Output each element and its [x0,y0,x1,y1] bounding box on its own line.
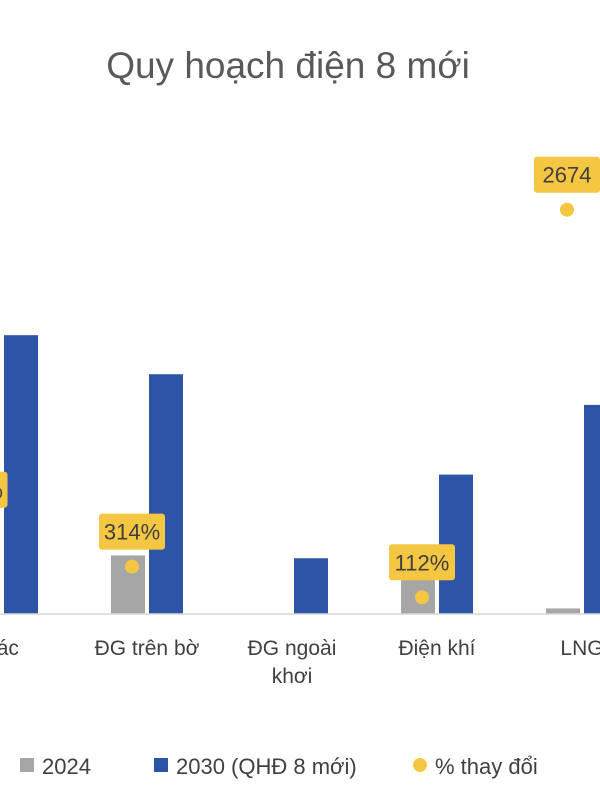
category-label-dien-khi: Điện khí [398,637,475,660]
legend: 2024 2030 (QHĐ 8 mới) % thay đổi [20,754,538,779]
legend-swatch-thay-doi [413,758,427,772]
legend-swatch-2024 [20,758,34,772]
pct-label-box-lng [534,156,600,193]
legend-label-2030-qhd-8-moi: 2030 (QHĐ 8 mới) [176,754,357,779]
pct-label-lng: 2674 [543,163,592,188]
pct-point-dg-tren-bo [125,559,139,574]
pct-point-dien-khi [415,590,429,605]
pct-point-lng [560,202,574,217]
category-label-khac: hác [0,637,19,660]
bar-2024-lng [546,608,580,614]
category-label-dg-tren-bo: ĐG trên bờ [95,637,200,660]
category-labels: hác ĐG trên bờ ĐG ngoài khơi Điện khí LNG [0,637,600,688]
legend-label-thay-doi: % thay đổi [435,754,538,779]
bar-2030-dg-tren-bo [149,374,183,614]
bar-2030-khac [4,335,38,614]
bar-2030-lng [584,404,600,614]
pct-label-box-khac [0,471,8,508]
pct-label-khac: 2% [0,478,3,503]
pct-label-box-dien-khi [389,544,455,581]
pct-label-dien-khi: 112% [395,550,450,575]
pct-label-dg-tren-bo: 314% [104,520,160,545]
bar-2030-dg-ngoai-khoi [294,558,328,614]
pct-label-box-dg-tren-bo [99,513,165,550]
legend-swatch-2030-qhd-8-moi [154,758,168,772]
category-label-dg-ngoai-khoi-line1: ĐG ngoài [248,637,337,660]
plot-area: 2% 314% 112% 2674 [0,156,600,614]
category-label-dg-ngoai-khoi-line2: khơi [272,665,313,688]
legend-label-2024: 2024 [42,754,91,779]
category-label-lng: LNG [560,637,600,660]
chart-title: Quy hoạch điện 8 mới [106,45,470,86]
